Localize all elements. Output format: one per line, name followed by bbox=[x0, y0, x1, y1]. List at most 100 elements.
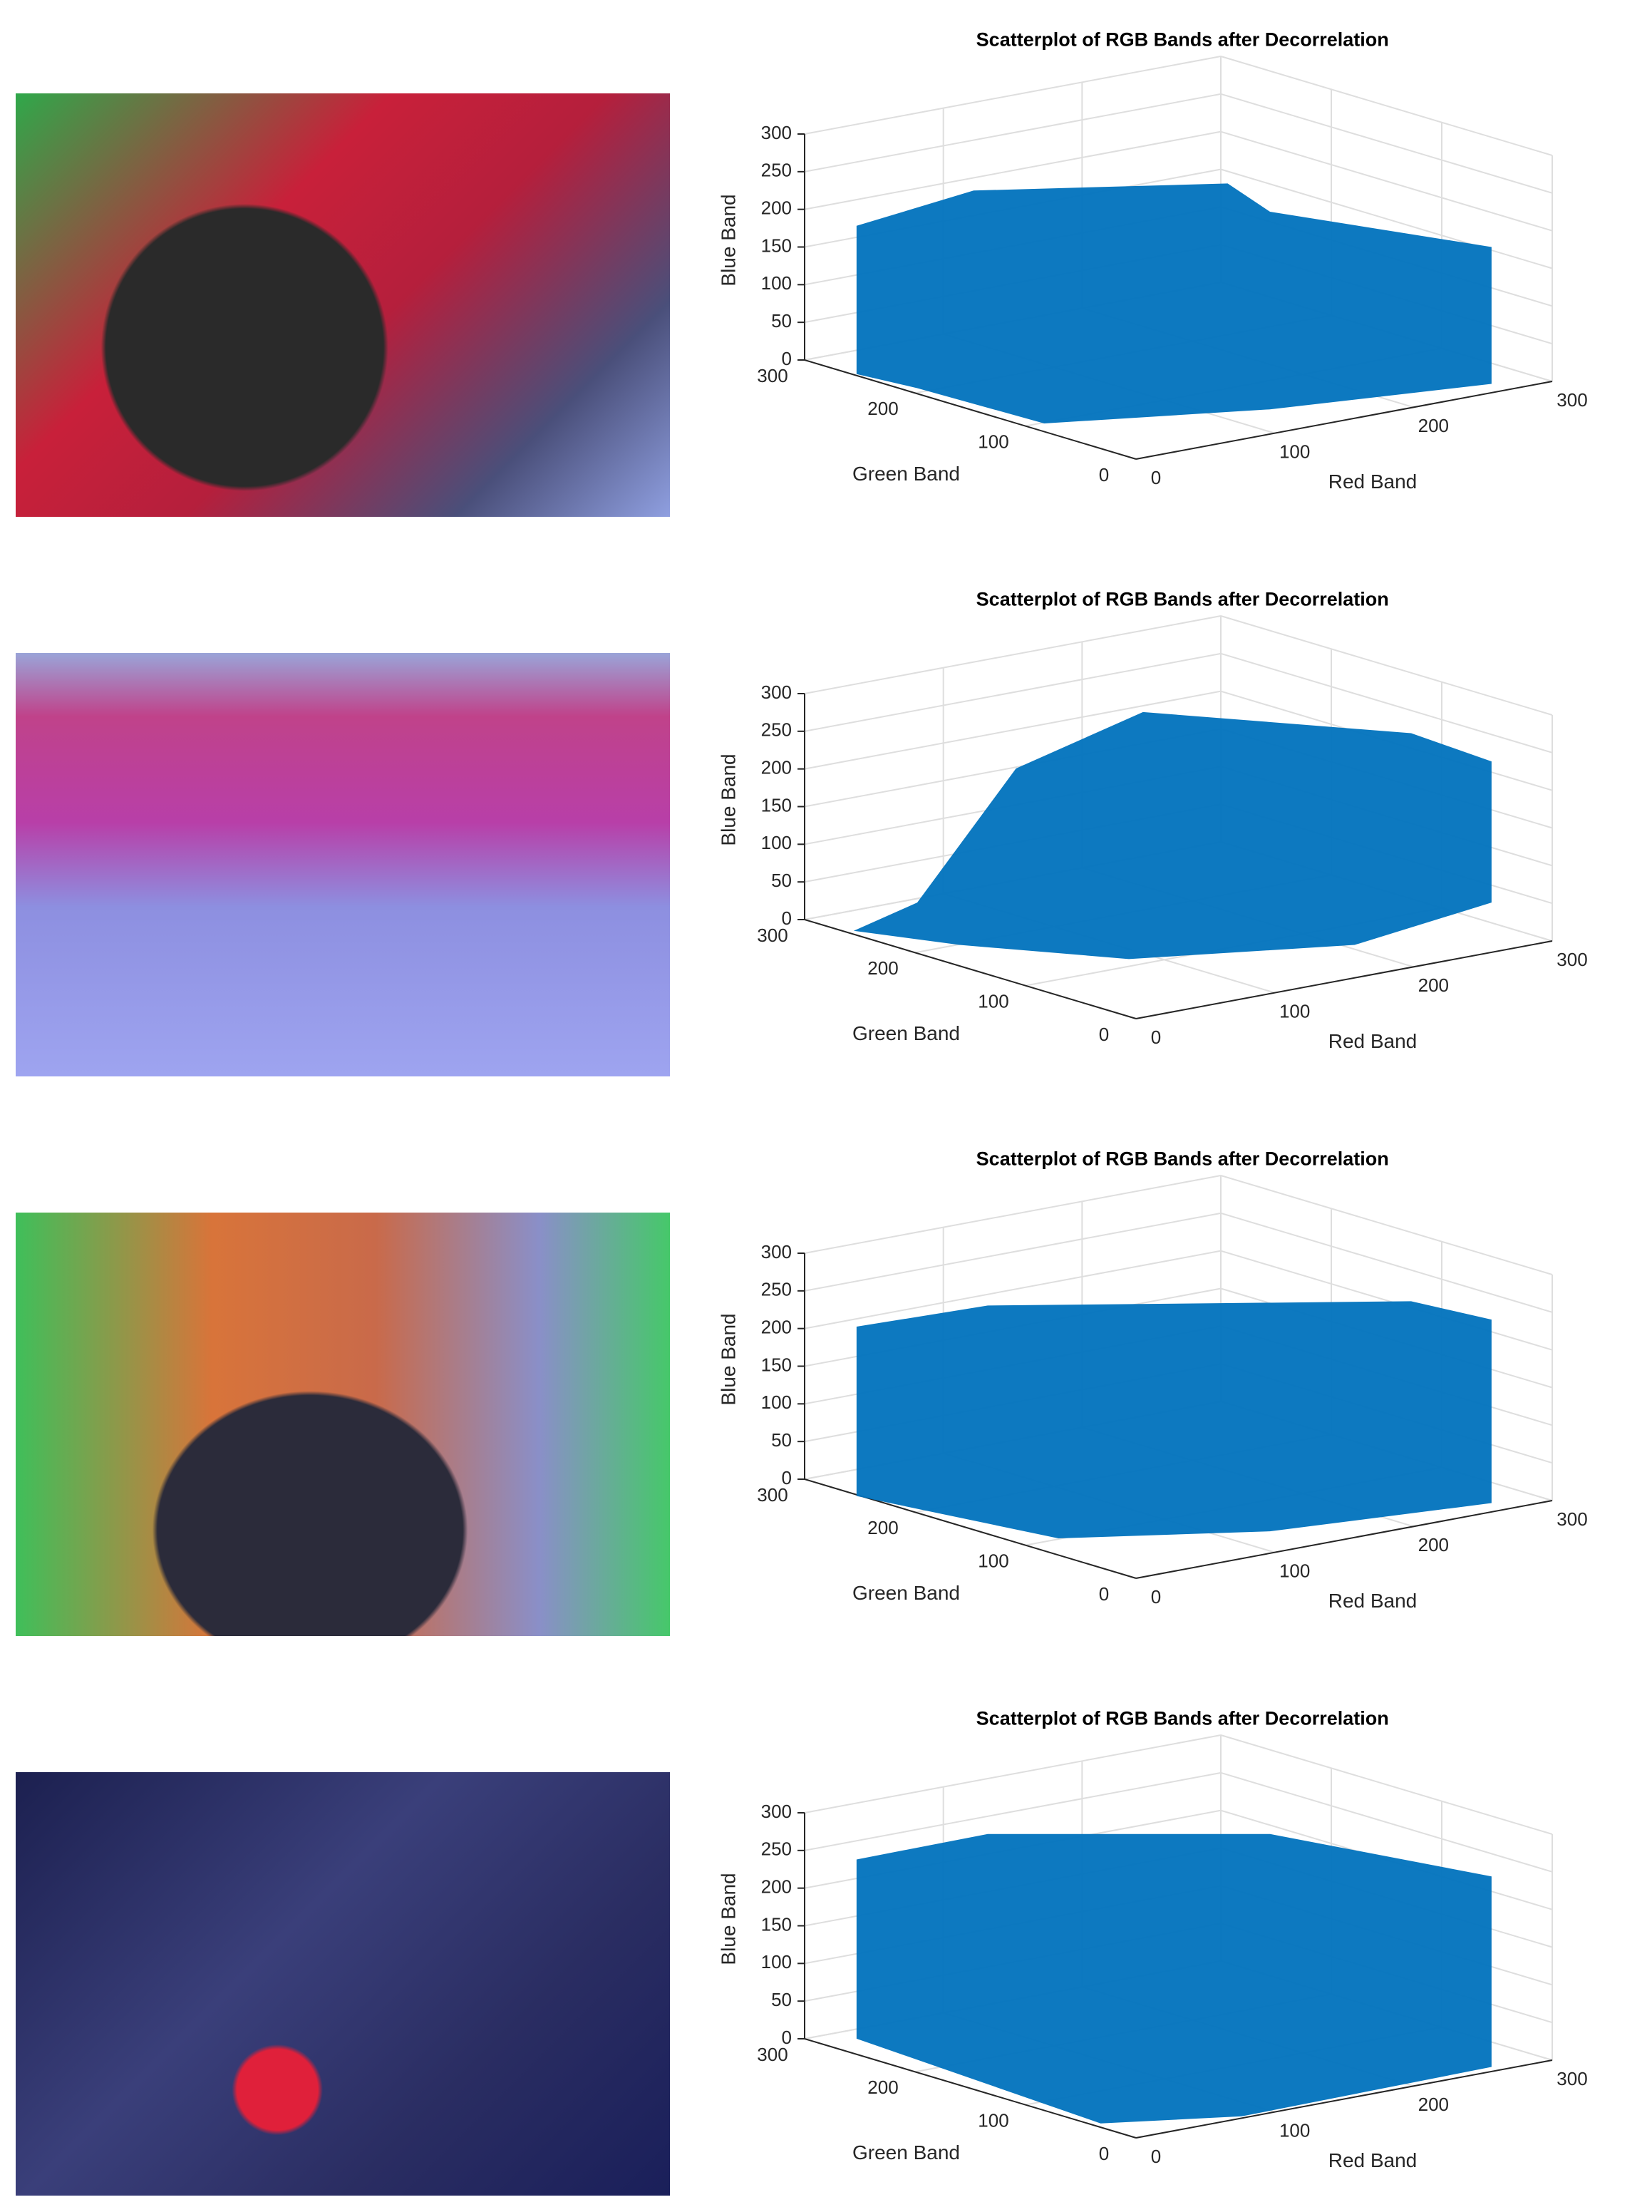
z-tick-label: 50 bbox=[771, 1429, 792, 1451]
grid-line bbox=[1220, 56, 1553, 156]
grid-line bbox=[804, 1212, 1222, 1292]
grid-line bbox=[804, 1771, 1222, 1851]
grid-line bbox=[1220, 1771, 1553, 1873]
axis-line bbox=[1135, 381, 1553, 460]
point-cloud bbox=[856, 183, 1492, 423]
z-tick-label: 100 bbox=[761, 1391, 792, 1413]
y-tick-label: 100 bbox=[978, 2110, 1008, 2131]
z-axis-label: Blue Band bbox=[717, 1313, 739, 1405]
z-tick-label: 50 bbox=[771, 870, 792, 891]
z-tick-label: 0 bbox=[782, 348, 792, 369]
x-axis-label: Red Band bbox=[1328, 1590, 1418, 1612]
y-tick-label: 0 bbox=[1099, 2143, 1109, 2164]
grid-line bbox=[1220, 1212, 1553, 1313]
grid-line bbox=[1220, 1250, 1553, 1351]
y-tick-label: 100 bbox=[978, 991, 1008, 1012]
y-tick-label: 300 bbox=[757, 2044, 788, 2065]
z-tick-label: 0 bbox=[782, 1467, 792, 1488]
x-tick-label: 100 bbox=[1279, 441, 1310, 463]
z-tick-label: 250 bbox=[761, 1838, 792, 1860]
grid-line bbox=[1220, 652, 1553, 753]
x-tick-label: 200 bbox=[1418, 2094, 1449, 2115]
photo bbox=[16, 1213, 670, 1636]
z-tick-label: 150 bbox=[761, 1913, 792, 1935]
z-tick-label: 150 bbox=[761, 235, 792, 256]
grid-line bbox=[804, 1734, 1222, 1814]
grid-line bbox=[1220, 130, 1553, 232]
axis-line bbox=[1135, 940, 1553, 1019]
axis-line bbox=[804, 2038, 1137, 2139]
grid-line bbox=[804, 1250, 1222, 1329]
axis-line bbox=[804, 359, 1137, 460]
z-tick-label: 200 bbox=[761, 1317, 792, 1338]
z-axis-label: Blue Band bbox=[717, 1873, 739, 1965]
x-axis-label: Red Band bbox=[1328, 2149, 1418, 2171]
x-tick-label: 300 bbox=[1557, 949, 1587, 970]
x-tick-label: 100 bbox=[1279, 2120, 1310, 2141]
photo bbox=[16, 93, 670, 517]
y-axis-label: Green Band bbox=[852, 1022, 960, 1044]
axis-line bbox=[1135, 1500, 1553, 1579]
z-tick-label: 0 bbox=[782, 907, 792, 929]
y-tick-label: 200 bbox=[867, 1517, 898, 1538]
y-tick-label: 0 bbox=[1099, 1583, 1109, 1605]
grid-line bbox=[804, 652, 1222, 732]
z-axis-label: Blue Band bbox=[717, 194, 739, 286]
grid-line bbox=[804, 615, 1222, 694]
z-tick-label: 300 bbox=[761, 1241, 792, 1262]
axis-line bbox=[804, 919, 1137, 1019]
grid-line bbox=[1220, 168, 1553, 269]
y-tick-label: 200 bbox=[867, 957, 898, 979]
z-tick-label: 300 bbox=[761, 122, 792, 143]
x-axis-label: Red Band bbox=[1328, 1030, 1418, 1052]
x-tick-label: 0 bbox=[1151, 1586, 1161, 1607]
z-tick-label: 300 bbox=[761, 681, 792, 703]
y-axis-label: Green Band bbox=[852, 463, 960, 485]
z-tick-label: 50 bbox=[771, 1989, 792, 2010]
z-tick-label: 100 bbox=[761, 272, 792, 294]
y-axis-label: Green Band bbox=[852, 1582, 960, 1604]
point-cloud bbox=[856, 1301, 1492, 1539]
z-tick-label: 0 bbox=[782, 2027, 792, 2048]
chart-title: Scatterplot of RGB Bands after Decorrela… bbox=[976, 1708, 1389, 1729]
x-tick-label: 300 bbox=[1557, 389, 1587, 411]
z-tick-label: 300 bbox=[761, 1801, 792, 1822]
grid-line bbox=[1220, 615, 1553, 716]
z-tick-label: 200 bbox=[761, 197, 792, 219]
x-axis-label: Red Band bbox=[1328, 470, 1418, 493]
y-tick-label: 0 bbox=[1099, 1024, 1109, 1045]
y-tick-label: 200 bbox=[867, 2077, 898, 2098]
z-tick-label: 100 bbox=[761, 832, 792, 853]
axis-line bbox=[1135, 2059, 1553, 2139]
grid-line bbox=[804, 93, 1222, 173]
x-tick-label: 0 bbox=[1151, 1027, 1161, 1048]
x-tick-label: 300 bbox=[1557, 1508, 1587, 1530]
photo bbox=[16, 653, 670, 1076]
z-tick-label: 250 bbox=[761, 160, 792, 181]
x-tick-label: 0 bbox=[1151, 467, 1161, 488]
y-tick-label: 300 bbox=[757, 925, 788, 946]
grid-line bbox=[804, 1175, 1222, 1254]
grid-line bbox=[804, 690, 1222, 770]
y-tick-label: 0 bbox=[1099, 464, 1109, 485]
x-tick-label: 200 bbox=[1418, 974, 1449, 996]
grid-line bbox=[1220, 93, 1553, 194]
chart-title: Scatterplot of RGB Bands after Decorrela… bbox=[976, 29, 1389, 51]
z-tick-label: 100 bbox=[761, 1951, 792, 1972]
grid-line bbox=[1220, 1175, 1553, 1275]
z-tick-label: 200 bbox=[761, 1876, 792, 1898]
x-tick-label: 300 bbox=[1557, 2068, 1587, 2089]
z-tick-label: 150 bbox=[761, 1354, 792, 1375]
z-tick-label: 50 bbox=[771, 310, 792, 331]
chart-title: Scatterplot of RGB Bands after Decorrela… bbox=[976, 589, 1389, 610]
grid-line bbox=[804, 56, 1222, 135]
point-cloud bbox=[853, 711, 1492, 960]
z-axis-label: Blue Band bbox=[717, 753, 739, 845]
z-tick-label: 250 bbox=[761, 1279, 792, 1300]
x-tick-label: 200 bbox=[1418, 415, 1449, 436]
x-tick-label: 200 bbox=[1418, 1534, 1449, 1555]
photo bbox=[16, 1772, 670, 2196]
x-tick-label: 100 bbox=[1279, 1560, 1310, 1582]
y-tick-label: 300 bbox=[757, 365, 788, 386]
